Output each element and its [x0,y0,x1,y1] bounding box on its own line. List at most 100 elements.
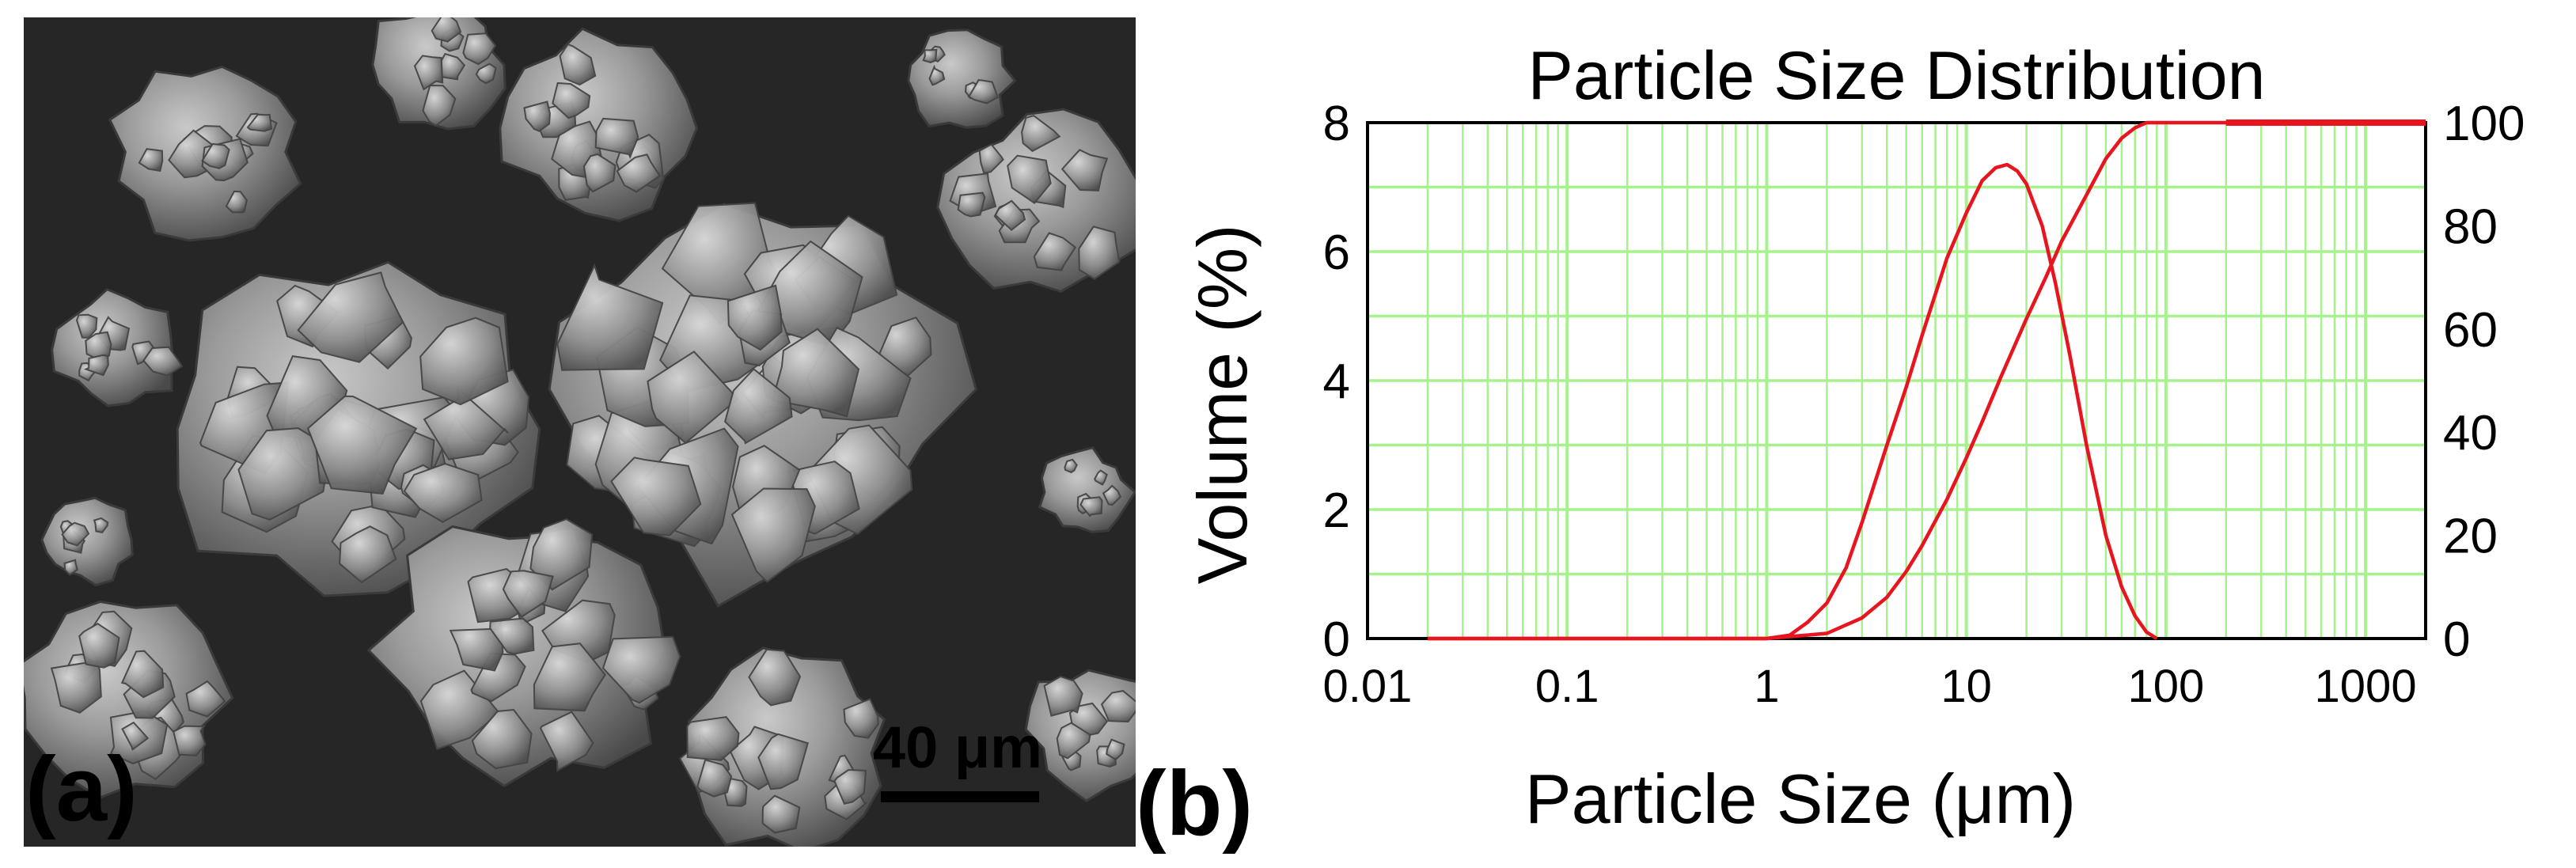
particle-nodule [462,32,497,66]
particle-nodule [730,487,816,583]
particle-nodule [994,199,1026,232]
panel-b-label: (b) [1136,752,1253,855]
particle-nodule [1106,738,1125,761]
particle-nodule [489,617,535,655]
particle-nodule [533,642,606,712]
y-tick-label: 8 [1323,97,1350,151]
particle-nodule [957,191,986,218]
x-tick-label: 100 [2127,661,2204,712]
particle-agglomerate [1038,445,1136,533]
particle-nodule [471,708,533,770]
particle-nodule [78,623,120,669]
particle-nodule [502,570,554,618]
particle-nodule [843,698,879,739]
plot-frame [1366,121,2427,640]
x-axis-title: Particle Size (μm) [1525,760,2076,838]
y-tick-label: 4 [1323,354,1350,409]
particle-nodule [539,711,594,772]
particle-nodule [75,313,98,339]
particle-nodule [413,55,444,91]
particle-nodule [610,457,702,536]
particle-nodule [61,521,90,547]
y2-tick-label: 80 [2443,199,2498,254]
particle-nodule [1021,115,1061,153]
particle-nodule [83,354,109,377]
y2-tick-label: 0 [2443,612,2470,667]
particle-nodule [757,733,810,790]
particle-agglomerate [907,28,1017,129]
particle-nodule [1102,484,1122,506]
y-tick-label: 6 [1323,226,1350,280]
particle-nodule [121,721,150,751]
particle-nodule [403,462,483,524]
particle-nodule [616,154,662,193]
y-tick-label: 2 [1323,483,1350,538]
particle-nodule [686,716,740,761]
sem-micrograph-panel: 40 μm (a) [24,17,1136,847]
y2-tick-label: 100 [2443,97,2525,151]
particle-nodule [833,768,867,805]
particle-nodule [431,17,462,43]
particle-nodule [727,284,783,351]
y-axis-title: Volume (%) [1183,225,1261,585]
particle-nodule [50,660,102,714]
particle-nodule [723,368,793,445]
particle-nodule [423,386,509,461]
scale-bar-line [881,791,1039,802]
particle-nodule [120,650,165,699]
particle-nodule [138,148,164,172]
particle-nodule [761,794,801,834]
x-tick-label: 10 [1941,661,1992,712]
y2-tick-label: 40 [2443,406,2498,461]
particle-nodule [142,346,184,377]
particle-nodule [419,316,509,406]
particle-nodule [582,153,616,193]
particle-nodule [1094,469,1108,486]
particle-nodule [246,113,273,132]
particle-nodule [647,351,739,445]
particle-nodule [1056,722,1091,760]
particle-nodule [1060,149,1109,191]
sem-micrograph-image: 40 μm (a) [24,17,1136,847]
particle-nodule [475,63,497,85]
particle-nodule [440,52,466,81]
particle-nodule [185,680,226,718]
x-tick-label: 1 [1754,661,1779,712]
particle-nodule [339,525,397,584]
particle-nodule [297,271,404,363]
particle-nodule [601,635,681,704]
particle-nodule [594,117,639,159]
chart-title: Particle Size Distribution [1527,38,2265,114]
particle-nodule [696,759,733,798]
particle-nodule [225,190,248,214]
x-tick-label: 0.1 [1535,661,1599,712]
particle-nodule [201,142,230,169]
panel-a-label: (a) [25,737,138,840]
particle-nodule [928,64,946,86]
particle-nodule [523,100,551,132]
particle-nodule [1043,675,1083,717]
x-tick-label: 0.01 [1323,661,1413,712]
particle-nodule [173,725,207,756]
particle-nodule [422,84,457,127]
particle-nodule [1033,232,1077,271]
y2-tick-label: 20 [2443,510,2498,564]
cumulative-volume-line [1427,120,2426,641]
particle-nodule [1079,496,1103,517]
particle-nodule [131,340,155,366]
scale-bar-label: 40 μm [873,714,1042,780]
chart-series [1427,119,2426,641]
particle-nodule [1100,690,1136,723]
x-tick-label: 1000 [2315,661,2417,712]
particle-nodule [93,517,109,534]
particle-nodule [559,43,597,86]
particle-nodule [922,48,938,64]
particle-nodule [1078,226,1121,280]
chart-grid [1368,123,2427,639]
particle-nodule [556,263,664,371]
y2-tick-label: 60 [2443,303,2498,358]
particle-nodule [967,79,1000,104]
scale-bar: 40 μm [873,714,1042,802]
